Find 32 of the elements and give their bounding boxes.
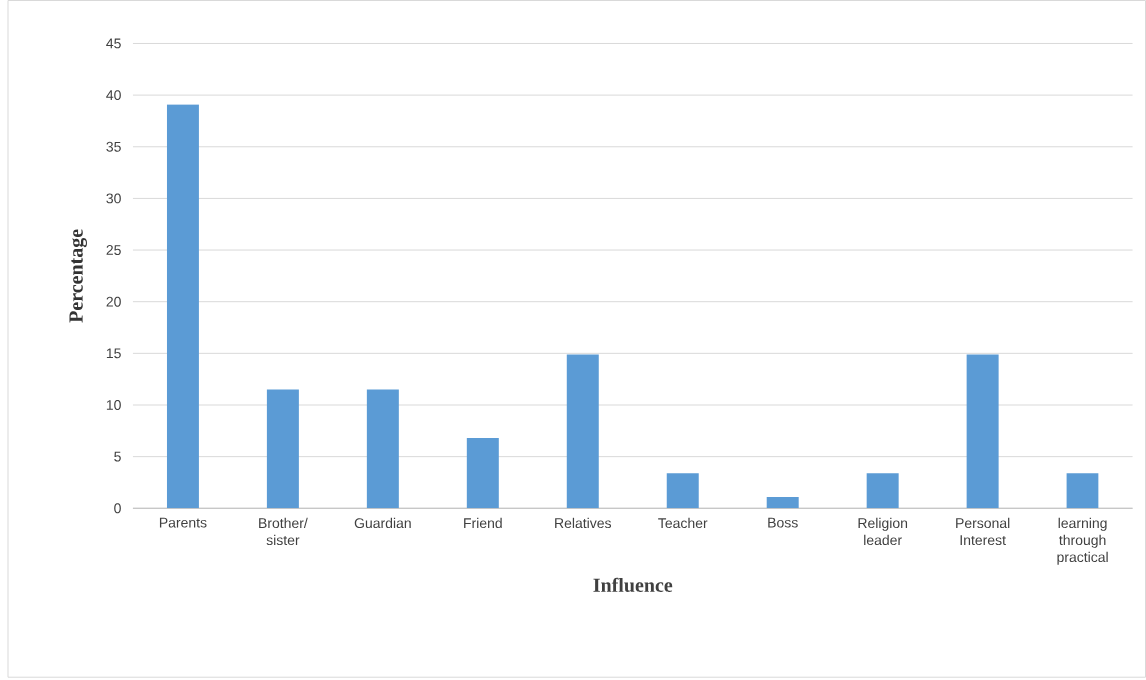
x-tick-label: Teacher xyxy=(658,517,708,528)
bar xyxy=(1066,473,1099,509)
bar xyxy=(566,354,599,509)
x-tick-label: Boss xyxy=(768,517,798,528)
y-tick-label: 10 xyxy=(106,399,121,410)
bar xyxy=(966,354,999,509)
bar xyxy=(466,437,499,509)
x-tick-label: Personal Interest xyxy=(956,517,1010,545)
y-tick-label: 0 xyxy=(114,503,121,514)
bar xyxy=(766,496,799,509)
bar xyxy=(266,389,299,509)
x-tick-label: Religion leader xyxy=(858,517,908,545)
x-tick-label: Brother/ sister xyxy=(259,517,308,545)
x-tick-label: Friend xyxy=(464,517,502,528)
y-tick-label: 45 xyxy=(106,38,121,49)
bar xyxy=(866,473,899,509)
x-axis-title: Influence xyxy=(593,577,673,592)
bar xyxy=(166,104,199,509)
bar xyxy=(366,389,399,509)
x-tick-label: Relatives xyxy=(555,517,612,528)
x-tick-label: Guardian xyxy=(354,517,411,528)
y-tick-label: 20 xyxy=(106,296,121,307)
y-tick-label: 25 xyxy=(106,245,121,255)
x-tick-label: Parents xyxy=(159,517,207,528)
y-tick-label: 40 xyxy=(106,90,121,100)
y-tick-label: 30 xyxy=(106,193,121,204)
y-axis-title: Percentage xyxy=(69,229,87,323)
bar xyxy=(666,473,699,509)
x-tick-label: learning through practical xyxy=(1057,517,1108,565)
y-tick-label: 35 xyxy=(106,141,121,152)
y-tick-label: 15 xyxy=(106,348,121,359)
y-tick-label: 5 xyxy=(114,451,121,462)
